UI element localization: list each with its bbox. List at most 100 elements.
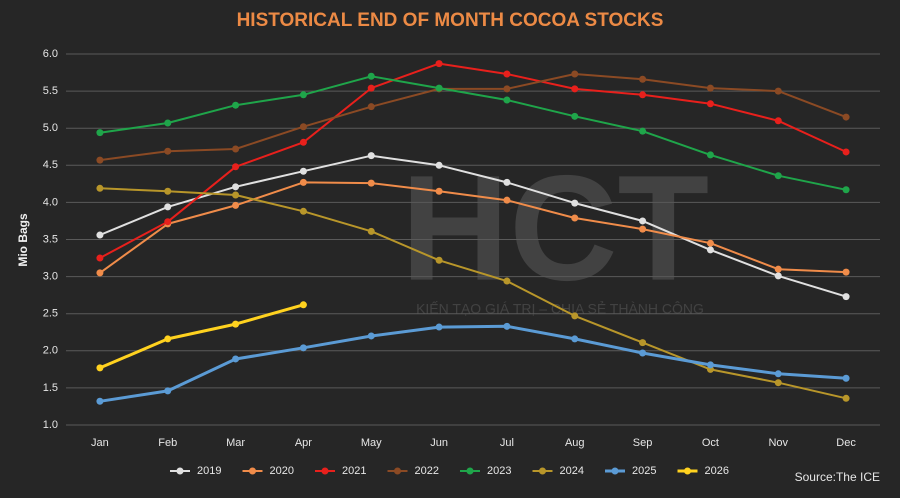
point (232, 145, 240, 153)
point (232, 201, 240, 209)
point (367, 227, 375, 235)
legend-label: 2020 (270, 465, 294, 477)
point (299, 91, 307, 99)
point (706, 246, 714, 254)
point (774, 379, 782, 387)
point (842, 374, 850, 382)
x-tick-label: Jul (500, 437, 514, 449)
x-tick-label: Oct (702, 437, 719, 449)
point (706, 100, 714, 108)
legend-marker (176, 467, 184, 475)
point (435, 84, 443, 92)
point (232, 355, 240, 363)
point (96, 254, 104, 262)
point (503, 85, 511, 93)
y-tick-label: 1.5 (43, 382, 58, 394)
point (842, 113, 850, 121)
x-tick-label: Dec (836, 437, 856, 449)
point (96, 184, 104, 192)
point (639, 217, 647, 225)
point (706, 84, 714, 92)
legend-marker (539, 467, 546, 475)
point (639, 127, 647, 135)
point (639, 75, 647, 83)
chart-title: HISTORICAL END OF MONTH COCOA STOCKS (237, 10, 664, 31)
point (842, 268, 850, 276)
point (367, 179, 375, 187)
point (842, 186, 850, 194)
series-line (99, 187, 847, 400)
point (435, 323, 443, 331)
point (367, 72, 375, 80)
point (232, 191, 240, 199)
series-line (99, 75, 847, 191)
point (571, 85, 579, 93)
point (435, 256, 443, 264)
point (96, 129, 104, 137)
point (299, 344, 307, 352)
point (774, 265, 782, 273)
point (706, 361, 714, 369)
point (96, 156, 104, 164)
y-tick-label: 3.5 (43, 233, 58, 245)
point (299, 178, 307, 186)
point (571, 199, 579, 207)
point (571, 112, 579, 120)
point (774, 87, 782, 95)
point (503, 196, 511, 204)
point (571, 214, 579, 222)
x-tick-label: Mar (226, 437, 245, 449)
point (571, 335, 579, 343)
y-tick-label: 5.0 (43, 122, 58, 134)
y-tick-label: 1.0 (43, 419, 58, 431)
point (367, 332, 375, 340)
point (435, 187, 443, 195)
point (164, 387, 172, 395)
point (367, 84, 375, 92)
x-tick-label: Jun (430, 437, 448, 449)
legend-marker (321, 467, 329, 475)
series-line (99, 181, 847, 274)
y-tick-label: 5.5 (43, 85, 58, 97)
legend-marker (466, 467, 474, 475)
point (503, 178, 511, 186)
point (774, 370, 782, 378)
point (842, 394, 850, 402)
legend-marker (611, 467, 619, 475)
legend-label: 2023 (487, 465, 511, 477)
x-tick-label: Feb (158, 437, 177, 449)
legend-marker (249, 467, 256, 475)
point (435, 60, 443, 68)
point (96, 269, 104, 277)
point (96, 397, 104, 405)
y-tick-label: 2.5 (43, 308, 58, 320)
series-line (99, 154, 847, 298)
point (842, 148, 850, 156)
series-line (99, 62, 847, 259)
legend-label: 2024 (560, 465, 584, 477)
point (299, 301, 307, 309)
y-tick-label: 4.0 (43, 196, 58, 208)
point (232, 163, 240, 171)
point (503, 70, 511, 78)
point (232, 320, 240, 328)
point (96, 364, 104, 372)
point (774, 272, 782, 280)
point (571, 312, 579, 320)
point (164, 147, 172, 155)
point (96, 231, 104, 239)
x-tick-label: Jan (91, 437, 109, 449)
point (503, 277, 511, 285)
point (367, 152, 375, 160)
y-tick-label: 4.5 (43, 159, 58, 171)
point (299, 207, 307, 215)
legend-label: 2019 (197, 465, 221, 477)
point (774, 117, 782, 125)
legend-label: 2025 (632, 465, 656, 477)
series-line (99, 73, 847, 162)
x-tick-label: Apr (295, 437, 312, 449)
point (842, 293, 850, 301)
point (706, 151, 714, 159)
point (232, 183, 240, 191)
point (299, 138, 307, 146)
